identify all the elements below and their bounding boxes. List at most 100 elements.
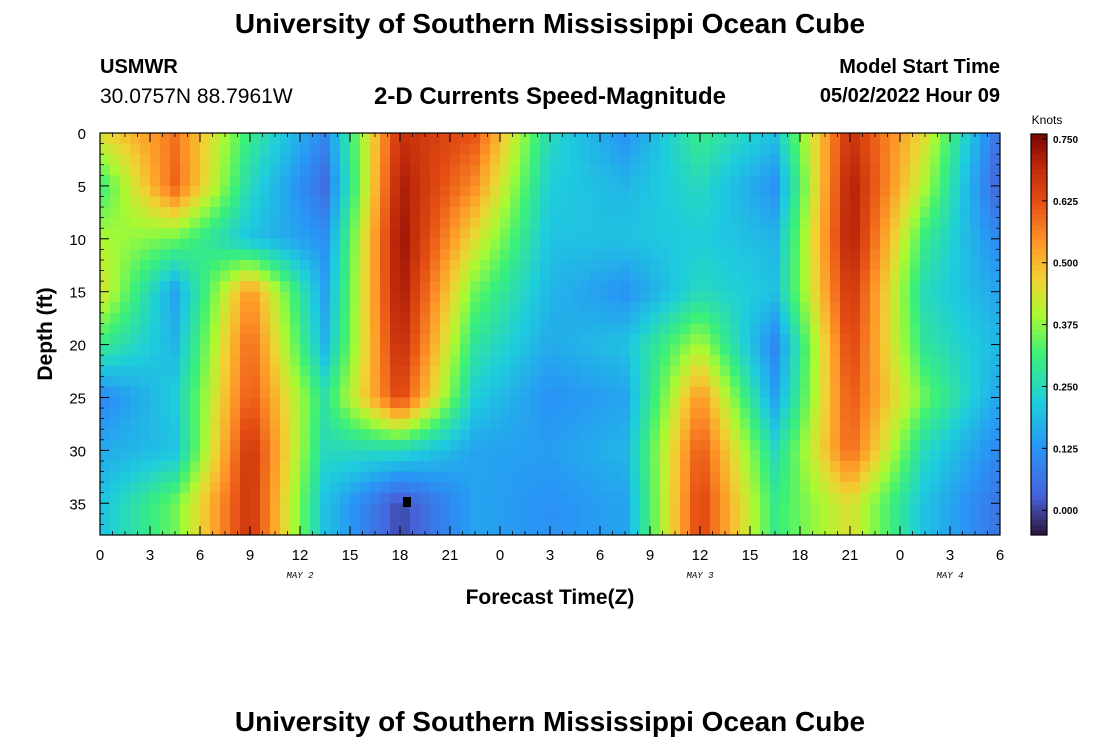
heatmap-cell <box>760 270 771 282</box>
heatmap-cell <box>290 418 301 430</box>
heatmap-cell <box>290 376 301 388</box>
heatmap-cell <box>860 154 871 166</box>
heatmap-cell <box>980 355 991 367</box>
heatmap-cell <box>800 302 811 314</box>
heatmap-cell <box>710 460 721 473</box>
heatmap-cell <box>850 281 861 293</box>
heatmap-cell <box>580 312 591 325</box>
heatmap-cell <box>380 238 391 250</box>
heatmap-cell <box>670 482 681 494</box>
heatmap-cell <box>740 259 751 272</box>
heatmap-cell <box>690 323 701 335</box>
heatmap-cell <box>390 270 401 282</box>
heatmap-cell <box>640 397 651 409</box>
heatmap-cell <box>500 386 511 399</box>
heatmap-cell <box>480 249 491 261</box>
heatmap-cell <box>350 270 361 282</box>
heatmap-cell <box>810 471 821 483</box>
heatmap-cell <box>950 386 961 399</box>
heatmap-cell <box>950 365 961 377</box>
heatmap-cell <box>630 471 641 483</box>
heatmap-cell <box>320 249 331 261</box>
heatmap-cell <box>910 386 921 399</box>
heatmap-cell <box>310 238 321 250</box>
heatmap-cell <box>620 460 631 473</box>
heatmap-cell <box>210 312 221 325</box>
heatmap-cell <box>530 133 541 145</box>
heatmap-cell <box>430 238 441 250</box>
heatmap-cell <box>980 164 991 176</box>
heatmap-cell <box>130 154 141 166</box>
heatmap-cell <box>210 323 221 335</box>
heatmap-cell <box>640 259 651 272</box>
heatmap-cell <box>430 429 441 441</box>
heatmap-cell <box>960 408 971 420</box>
heatmap-cell <box>350 185 361 198</box>
heatmap-cell <box>860 524 871 535</box>
heatmap-cell <box>910 154 921 166</box>
heatmap-cell <box>390 460 401 473</box>
heatmap-cell <box>420 164 431 176</box>
heatmap-cell <box>420 492 431 504</box>
heatmap-cell <box>180 217 191 229</box>
heatmap-cell <box>770 429 781 441</box>
heatmap-cell <box>320 312 331 325</box>
heatmap-cell <box>880 133 891 145</box>
heatmap-cell <box>780 270 791 282</box>
heatmap-cell <box>840 408 851 420</box>
colorbar-segment <box>1031 399 1047 406</box>
heatmap-cell <box>440 228 451 240</box>
heatmap-cell <box>520 408 531 420</box>
heatmap-cell <box>930 386 941 399</box>
heatmap-cell <box>110 196 121 208</box>
heatmap-cell <box>790 365 801 377</box>
heatmap-cell <box>160 323 171 335</box>
colorbar-segment <box>1031 299 1047 305</box>
heatmap-cell <box>670 439 681 451</box>
heatmap-cell <box>320 439 331 451</box>
heatmap-cell <box>820 471 831 483</box>
heatmap-cell <box>840 207 851 219</box>
heatmap-cell <box>370 154 381 166</box>
heatmap-cell <box>380 439 391 451</box>
heatmap-cell <box>460 524 471 535</box>
heatmap-cell <box>990 460 1000 473</box>
heatmap-cell <box>800 460 811 473</box>
heatmap-cell <box>210 238 221 250</box>
heatmap-cell <box>130 238 141 250</box>
heatmap-cell <box>180 185 191 198</box>
heatmap-cell <box>270 355 281 367</box>
heatmap-cell <box>540 492 551 504</box>
heatmap-cell <box>540 164 551 176</box>
heatmap-cell <box>570 450 581 462</box>
heatmap-cell <box>200 397 211 409</box>
heatmap-cell <box>880 397 891 409</box>
heatmap-cell <box>990 185 1000 198</box>
heatmap-cell <box>640 482 651 494</box>
heatmap-cell <box>670 418 681 430</box>
heatmap-cell <box>810 207 821 219</box>
heatmap-cell <box>880 175 891 187</box>
heatmap-cell <box>880 228 891 240</box>
heatmap-cell <box>940 503 951 515</box>
heatmap-cell <box>950 133 961 145</box>
colorbar-segment <box>1031 514 1047 521</box>
heatmap-cell <box>900 439 911 451</box>
heatmap-cell <box>610 143 621 155</box>
heatmap-cell <box>250 249 261 261</box>
heatmap-cell <box>450 492 461 504</box>
heatmap-cell <box>500 312 511 325</box>
heatmap-cell <box>640 270 651 282</box>
heatmap-cell <box>820 418 831 430</box>
heatmap-cell <box>980 482 991 494</box>
colorbar-segment <box>1031 419 1047 426</box>
heatmap-cell <box>700 524 711 535</box>
heatmap-cell <box>140 386 151 399</box>
heatmap-cell <box>130 365 141 377</box>
heatmap-cell <box>660 418 671 430</box>
heatmap-cell <box>230 408 241 420</box>
x-tick-label: 12 <box>292 547 309 564</box>
heatmap-cell <box>460 386 471 399</box>
heatmap-cell <box>420 133 431 145</box>
heatmap-cell <box>520 302 531 314</box>
